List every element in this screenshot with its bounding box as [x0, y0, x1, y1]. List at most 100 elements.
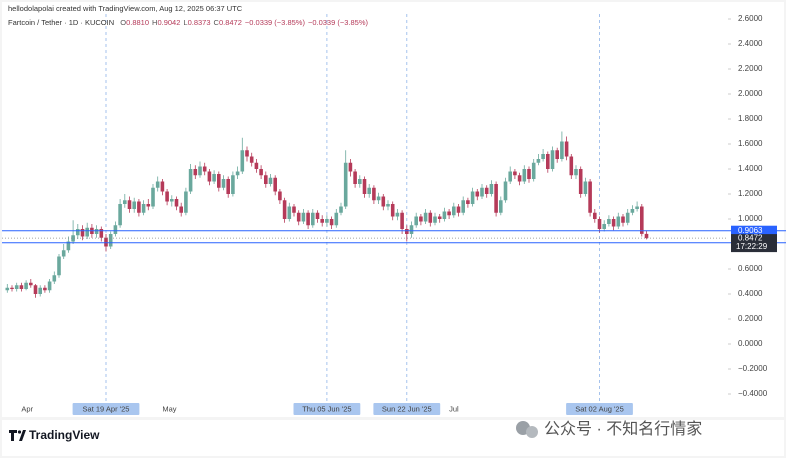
candle-body	[296, 212, 301, 222]
footer-bar	[2, 420, 784, 456]
candles	[5, 131, 649, 298]
candle-body	[569, 156, 574, 176]
logo-icon	[9, 430, 26, 441]
candle-body	[99, 229, 104, 238]
candle-body	[146, 204, 151, 207]
logo-dot	[17, 430, 22, 434]
candle-body	[442, 211, 447, 219]
legend-value: 0.8373	[188, 18, 211, 27]
date-marker-box	[566, 403, 633, 415]
candle-body	[188, 169, 193, 192]
candle-body	[372, 187, 376, 201]
candle-body	[517, 175, 522, 182]
candle-body	[564, 141, 569, 157]
candle-body	[409, 225, 414, 234]
candle-body	[94, 229, 99, 234]
candle-body	[602, 224, 606, 229]
candle-body	[278, 191, 282, 201]
candle-body	[588, 181, 592, 213]
candle-body	[452, 206, 456, 216]
candle-body	[221, 179, 226, 188]
candle-body	[118, 204, 122, 226]
candle-body	[560, 141, 564, 159]
candle-body	[329, 219, 334, 226]
candle-body	[334, 212, 339, 226]
brand: TradingView	[29, 428, 100, 442]
candle-body	[235, 171, 240, 176]
candle-body	[113, 225, 118, 234]
candle-body	[644, 233, 649, 239]
candle-body	[14, 285, 19, 289]
candle-body	[635, 206, 639, 209]
candle-body	[57, 256, 61, 276]
candle-body	[456, 206, 461, 213]
candle-body	[400, 212, 404, 229]
candle-body	[607, 219, 611, 224]
y-tick-label: 0.4000	[738, 289, 763, 298]
candle-body	[386, 204, 390, 207]
candle-body	[259, 169, 263, 176]
candle-body	[245, 150, 249, 157]
candle-body	[137, 201, 141, 213]
candle-body	[226, 179, 230, 194]
candle-body	[71, 235, 75, 242]
candle-body	[414, 216, 418, 226]
candle-body	[160, 181, 165, 192]
x-tick-label: Jul	[449, 404, 459, 413]
watermark-text: 公众号 · 不知名行情家	[544, 420, 702, 438]
candle-body	[348, 162, 353, 172]
candle-body	[574, 169, 578, 176]
candle-body	[466, 200, 470, 204]
candle-body	[104, 237, 108, 247]
candle-body	[198, 166, 202, 176]
candle-body	[287, 206, 292, 219]
candle-body	[433, 216, 437, 223]
candle-body	[381, 196, 386, 207]
candle-body	[19, 285, 24, 289]
legend-value: 0.9042	[157, 18, 180, 27]
candle-body	[29, 282, 33, 286]
candle-body	[527, 169, 531, 179]
candle-body	[240, 150, 245, 172]
candle-body	[531, 162, 536, 179]
candle-body	[301, 212, 306, 222]
candle-body	[437, 216, 442, 219]
candle-body	[174, 199, 179, 207]
y-tick-label: −0.2000	[738, 364, 768, 373]
credit: hellodolapolai created with TradingView.…	[8, 4, 243, 13]
countdown: 17:22:29	[736, 242, 768, 251]
candle-body	[311, 212, 315, 226]
x-tick-label: Apr	[21, 404, 33, 413]
candle-body	[475, 191, 480, 197]
candle-body	[151, 187, 155, 207]
candle-body	[33, 285, 38, 294]
candle-body	[43, 287, 47, 291]
date-marker-box	[72, 403, 140, 415]
candle-body	[625, 212, 630, 223]
candle-body	[376, 196, 381, 201]
legend-value: 0.8472	[219, 18, 242, 27]
y-tick-label: 1.6000	[738, 139, 763, 148]
candle-body	[447, 211, 451, 216]
x-tick-label: Sat 02 Aug '25	[575, 404, 624, 413]
candle-body	[461, 200, 465, 213]
y-tick-label: 2.0000	[738, 89, 763, 98]
candle-body	[127, 200, 132, 209]
candle-body	[536, 159, 541, 163]
candle-body	[24, 282, 28, 289]
candle-body	[231, 175, 235, 194]
candle-body	[217, 174, 221, 188]
candle-body	[522, 169, 527, 182]
candle-body	[541, 154, 545, 159]
candle-body	[108, 234, 113, 247]
legend-key: H	[152, 18, 157, 27]
candle-body	[282, 200, 287, 219]
candle-body	[611, 219, 616, 227]
candle-body	[273, 177, 277, 192]
candle-body	[480, 187, 484, 197]
candle-body	[555, 150, 559, 159]
candle-body	[593, 212, 597, 219]
candle-body	[165, 191, 169, 202]
candle-body	[339, 206, 343, 213]
